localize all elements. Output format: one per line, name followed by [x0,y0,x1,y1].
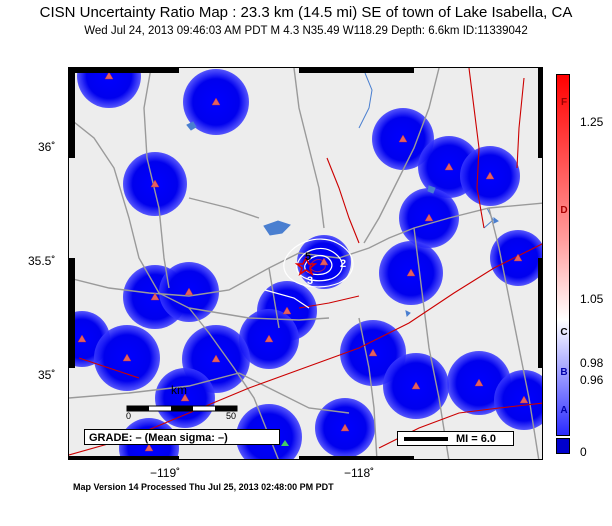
longitude-label: −119˚ [150,466,181,480]
station-marker [368,348,378,357]
colorbar-grade-letter: C [560,327,568,338]
colorbar-value: 0.98 [580,356,604,370]
station-marker [474,378,484,387]
uncertainty-map[interactable]: 5 2 3 [68,67,543,460]
station-marker [180,393,190,402]
colorbar-grade-letter: A [560,405,568,416]
station-markers [77,71,529,452]
station-coverage [77,68,141,108]
reference-station-marker [281,440,289,446]
station-marker [424,213,434,222]
water-bodies [186,121,499,318]
colorbar-grade-letter: F [560,97,568,108]
colorbar-value: 1.25 [580,115,604,129]
contour-label: 3 [307,275,313,287]
intensity-legend-bar [404,437,448,441]
longitude-label: −118˚ [344,466,375,480]
grade-legend: GRADE: – (Mean sigma: –) [84,429,280,445]
colorbar-grade-letter: B [560,367,568,378]
latitude-label: 35.5˚ [28,254,56,268]
scale-end-label: 50 [226,411,237,421]
station-marker [444,162,454,171]
station-marker [282,306,292,315]
colorbar-value: 0 [580,445,587,459]
latitude-label: 36˚ [38,140,56,154]
station-marker [340,423,350,432]
station-marker [184,287,194,296]
scale-unit-label: km [171,383,187,397]
latitude-label: 35˚ [38,368,56,382]
station-marker [144,443,154,452]
station-coverage-layer [69,68,542,459]
map-canvas: 5 2 3 [69,68,542,459]
station-marker [411,381,421,390]
roads [69,68,542,459]
contour-label: 2 [340,258,346,270]
scale-start-label: 0 [126,411,132,421]
colorbar-minimum-swatch [556,438,570,454]
map-title: CISN Uncertainty Ratio Map : 23.3 km (14… [39,4,573,21]
station-marker [104,71,114,80]
faults [69,68,542,456]
station-marker [211,354,221,363]
station-marker [150,179,160,188]
colorbar-value: 1.05 [580,292,604,306]
lake-isabella [263,220,291,236]
contour-label: 5 [305,251,311,263]
station-marker [211,97,221,106]
uncertainty-colorbar [556,74,570,436]
station-marker [406,268,416,277]
station-coverage [494,370,542,430]
intensity-legend: MI = 6.0 [397,431,514,446]
map-frame-ticks [69,68,542,459]
station-marker [77,334,87,343]
colorbar-value: 0.96 [580,373,604,387]
contour-labels: 5 2 3 [305,251,346,287]
event-subtitle: Wed Jul 24, 2013 09:46:03 AM PDT M 4.3 N… [84,25,528,37]
intensity-legend-label: MI = 6.0 [456,433,497,445]
map-version-footer: Map Version 14 Processed Thu Jul 25, 201… [73,482,334,492]
station-marker [319,257,329,266]
station-marker [150,292,160,301]
station-marker [513,253,523,262]
epicenter-star [294,256,318,276]
station-marker [122,353,132,362]
station-marker [485,171,495,180]
rivers [358,72,494,229]
distance-scale-bar [126,405,238,412]
station-marker [398,134,408,143]
colorbar-grade-letter: D [560,205,568,216]
station-marker [264,334,274,343]
station-marker [519,395,529,404]
